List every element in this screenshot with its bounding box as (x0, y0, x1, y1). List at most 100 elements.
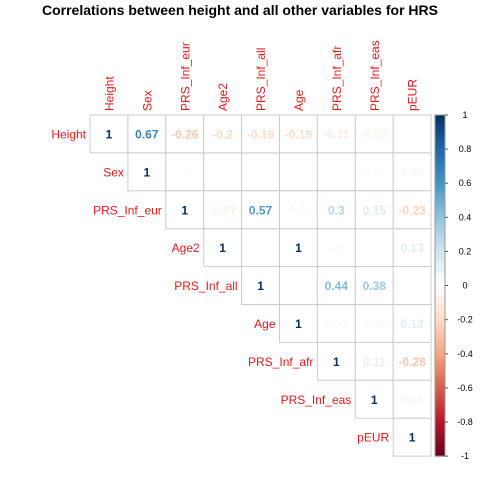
cell-value: -0.19 (247, 127, 275, 141)
cell (241, 266, 281, 306)
colorbar-segment (435, 435, 445, 440)
cell-value: -0.11 (323, 127, 350, 141)
colorbar-segment (435, 142, 445, 147)
colorbar-segment (435, 162, 445, 167)
colorbar-segment (435, 299, 445, 304)
colorbar-segment (435, 121, 445, 126)
colorbar-segment (435, 227, 445, 232)
colorbar-segment (435, 360, 445, 365)
colorbar-segment (435, 275, 445, 280)
colorbar-segment (435, 398, 445, 403)
colorbar-segment (435, 190, 445, 194)
colorbar-segment (435, 428, 445, 433)
colorbar-segment (435, 343, 445, 348)
cell-value: 0.67 (135, 127, 159, 141)
colorbar-segment (435, 268, 445, 273)
colorbar-segment (435, 166, 445, 171)
colorbar-segment (435, 411, 445, 416)
colorbar-segment (435, 302, 445, 307)
colorbar-segment (435, 394, 445, 399)
colorbar-segment (435, 319, 445, 324)
cell-value: 0.04 (363, 317, 387, 331)
cell (392, 228, 432, 268)
colorbar-segment (435, 329, 445, 334)
cell (354, 152, 394, 192)
column-label: pEUR (406, 79, 420, 111)
colorbar-segment (435, 357, 445, 362)
colorbar-segment (435, 265, 445, 269)
colorbar-segment (435, 323, 445, 327)
colorbar-segment (435, 370, 445, 375)
cell-value: 0.38 (363, 279, 387, 293)
colorbar-segment (435, 152, 445, 157)
column-label: PRS_Inf_eur (178, 42, 192, 111)
column-label: Age (292, 89, 306, 111)
colorbar-tick-label: 0.6 (459, 178, 472, 188)
colorbar-segment (435, 425, 445, 430)
cell (279, 114, 318, 154)
cell-value: -0.2 (212, 127, 233, 141)
row-label: Age2 (172, 241, 200, 255)
row-label: PRS_Inf_eur (93, 203, 162, 217)
cell (127, 152, 167, 192)
colorbar-segment (435, 224, 445, 229)
colorbar-segment (435, 179, 445, 184)
cell (279, 152, 318, 192)
cell-value: 1 (295, 241, 302, 255)
cell (392, 379, 432, 419)
colorbar-segment (435, 367, 445, 372)
colorbar-segment (435, 384, 445, 389)
colorbar-segment (435, 207, 445, 212)
column-label: PRS_Inf_afr (330, 46, 344, 111)
cell (392, 266, 432, 306)
colorbar-segment (435, 132, 445, 136)
colorbar-segment (435, 254, 445, 259)
cell-value: 0.05 (400, 393, 424, 407)
colorbar-segment (435, 387, 445, 392)
colorbar-segment (435, 415, 445, 420)
cell-value: 1 (409, 431, 416, 445)
cell-value: 1 (144, 165, 151, 179)
colorbar-segment (435, 248, 445, 252)
row-label: pEUR (357, 431, 389, 445)
colorbar-segment (435, 418, 445, 423)
colorbar-segment (435, 169, 445, 174)
colorbar-segment (435, 128, 445, 133)
colorbar-segment (435, 210, 445, 215)
row-label: PRS_Inf_eas (281, 393, 352, 407)
colorbar-segment (435, 217, 445, 222)
colorbar-segment (435, 449, 445, 454)
cell (392, 417, 432, 457)
cell-value: 0.02 (363, 165, 387, 179)
colorbar-segment (435, 340, 445, 345)
colorbar-segment (435, 213, 445, 218)
cell-value: 1 (219, 241, 226, 255)
colorbar-segment (435, 377, 445, 382)
colorbar-segment (435, 391, 445, 396)
colorbar-segment (435, 408, 445, 413)
colorbar-segment (435, 220, 445, 225)
cell-value: 0.44 (325, 279, 349, 293)
cell-value: 1 (333, 355, 340, 369)
cell-value: -0.07 (209, 203, 237, 217)
cell-value: 0.11 (363, 355, 386, 369)
cell-value: 1 (371, 393, 378, 407)
cell-value: 1 (257, 279, 264, 293)
colorbar-segment (435, 230, 445, 235)
cell (203, 152, 243, 192)
cell-value: 1 (181, 203, 188, 217)
colorbar-segment (435, 172, 445, 177)
colorbar-segment (435, 196, 445, 201)
cell-value: -0.19 (285, 127, 313, 141)
colorbar-segment (435, 312, 445, 317)
colorbar-segment (435, 288, 445, 293)
cell-value: 1 (295, 317, 302, 331)
row-label: PRS_Inf_afr (248, 355, 313, 369)
cell-value: -0.07 (361, 127, 389, 141)
colorbar-segment (435, 183, 445, 188)
colorbar-segment (435, 149, 445, 154)
colorbar-tick-label: 0.4 (459, 212, 472, 222)
cell (316, 304, 356, 343)
cell (392, 304, 432, 343)
colorbar-segment (435, 115, 445, 119)
